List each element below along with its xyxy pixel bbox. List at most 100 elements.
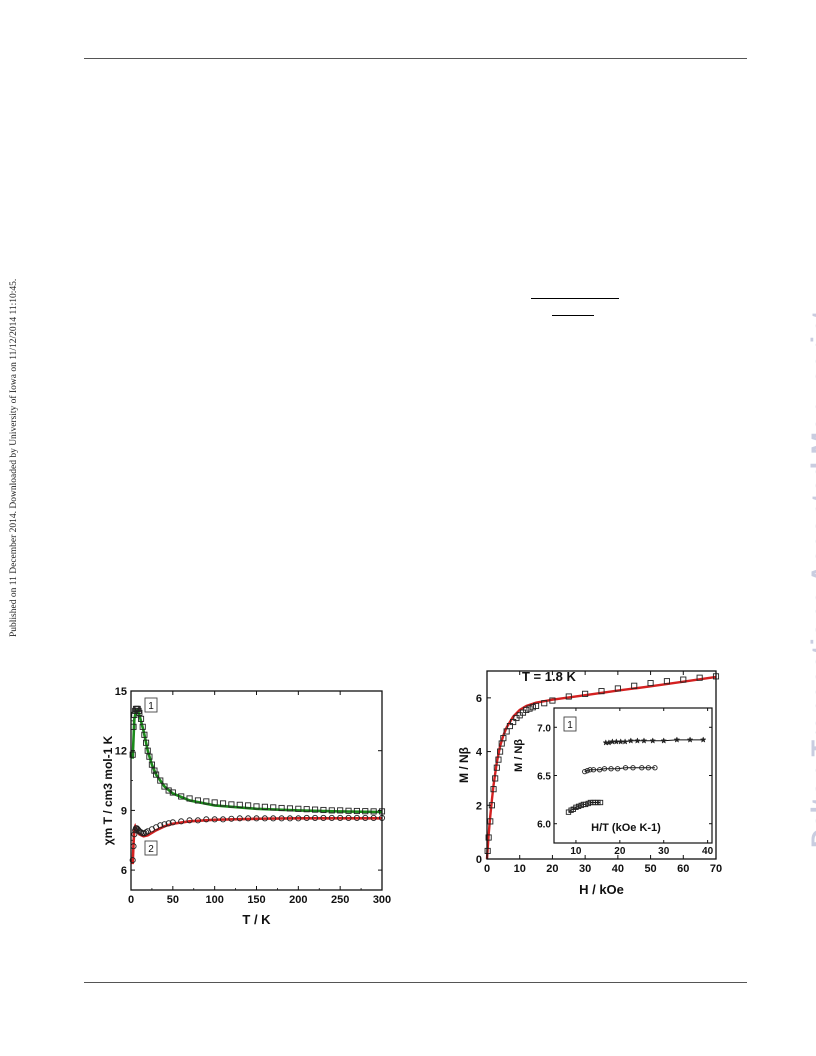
data-point-2	[353, 814, 360, 822]
data-point-2	[312, 814, 319, 822]
series-label-box	[144, 697, 158, 713]
data-point-1	[137, 715, 145, 722]
x-tick-label: 200	[289, 894, 307, 906]
data-point-1	[141, 731, 148, 738]
data-point	[484, 847, 491, 854]
data-point-1	[151, 767, 158, 774]
data-point-1	[143, 739, 150, 746]
data-point-1	[186, 795, 193, 802]
data-point	[696, 674, 703, 681]
inset-data-point	[627, 737, 635, 744]
data-point-1	[211, 799, 218, 806]
data-point	[497, 748, 504, 755]
inset-data-point	[645, 765, 652, 771]
data-point-1	[139, 723, 146, 730]
data-point-1	[345, 807, 352, 814]
data-point-1	[236, 801, 243, 808]
inset-data-point	[660, 737, 668, 744]
data-point-1	[157, 777, 164, 784]
data-point	[485, 834, 492, 841]
data-point-1	[148, 761, 155, 768]
data-point-1	[261, 803, 268, 810]
data-point	[506, 723, 513, 730]
data-point-2	[178, 818, 185, 825]
inset-data-point	[584, 768, 591, 774]
watermark-text: Dalton Transactions Accepted Manuscript	[806, 310, 816, 848]
data-point	[487, 818, 494, 825]
data-point-1	[161, 783, 168, 790]
x-tick-label: 20	[546, 863, 558, 875]
x-tick-label: 50	[644, 863, 656, 875]
data-point-1	[337, 807, 344, 814]
inset-data-point	[621, 738, 629, 745]
inset-data-point	[596, 767, 603, 773]
data-point	[533, 702, 540, 709]
data-point-1	[135, 707, 142, 714]
inset-data-point	[673, 736, 681, 743]
inset-data-point	[640, 737, 648, 744]
data-point-1	[146, 753, 153, 760]
data-point-1	[144, 747, 151, 754]
inset-x-tick-label: 20	[614, 846, 626, 857]
inset-data-point	[587, 767, 593, 773]
data-point-1	[303, 806, 310, 813]
data-point-1	[353, 807, 360, 815]
data-point	[614, 685, 621, 692]
data-point-1	[362, 808, 369, 815]
inset-data-point	[649, 737, 657, 744]
data-point-2	[337, 814, 344, 822]
y-axis-label: M / Nβ	[457, 747, 471, 783]
data-point-1	[286, 805, 294, 812]
data-point-2	[278, 815, 285, 822]
x-tick-label: 0	[128, 894, 134, 906]
y-tick-label: 6	[476, 693, 482, 705]
inset-fit-line	[584, 767, 655, 773]
y-tick-label: 12	[115, 746, 127, 758]
data-point	[500, 735, 507, 742]
series-label-box	[144, 840, 158, 856]
y-tick-label: 2	[476, 800, 482, 812]
data-point	[526, 705, 533, 712]
inset-data-point	[652, 765, 658, 771]
data-point-2	[169, 819, 176, 826]
data-point-2	[370, 814, 377, 822]
data-point-2	[261, 815, 268, 822]
series-label: 2	[148, 844, 154, 855]
inset-y-tick-label: 6.0	[537, 820, 551, 831]
inset-data-point	[590, 767, 597, 773]
data-point	[523, 706, 530, 713]
data-point-1	[270, 804, 277, 811]
data-point	[493, 764, 500, 771]
data-point-1	[228, 801, 235, 808]
data-point	[598, 688, 605, 695]
data-point-1	[194, 797, 201, 804]
series-label: 1	[148, 701, 154, 712]
data-point-2	[139, 830, 146, 837]
data-point-1	[134, 705, 141, 712]
data-point-2	[295, 815, 302, 822]
data-point-1	[245, 802, 252, 809]
data-point-2	[245, 815, 252, 822]
data-point-1	[278, 804, 285, 812]
top-rule	[84, 58, 747, 59]
data-point-2	[134, 826, 141, 833]
plot-frame	[486, 670, 717, 860]
y-tick-label: 9	[121, 805, 127, 817]
inset-y-tick-label: 7.0	[537, 723, 551, 734]
publication-note-text: Published on 11 December 2014. Downloade…	[9, 278, 19, 637]
data-point-1	[320, 806, 327, 814]
inset-series-label: 1	[567, 720, 573, 731]
data-point	[503, 728, 510, 735]
fraction-bar-short	[552, 315, 594, 316]
data-point	[549, 697, 556, 704]
inset-x-tick-label: 10	[570, 846, 582, 857]
data-point-2	[303, 814, 310, 822]
data-point-2	[362, 814, 369, 822]
data-point	[492, 775, 499, 782]
data-point-2	[161, 821, 168, 828]
inset-data-point	[601, 766, 608, 772]
x-tick-label: 10	[514, 863, 526, 875]
data-point-2	[157, 822, 164, 829]
x-tick-label: 300	[373, 894, 391, 906]
data-point-1	[203, 798, 210, 805]
